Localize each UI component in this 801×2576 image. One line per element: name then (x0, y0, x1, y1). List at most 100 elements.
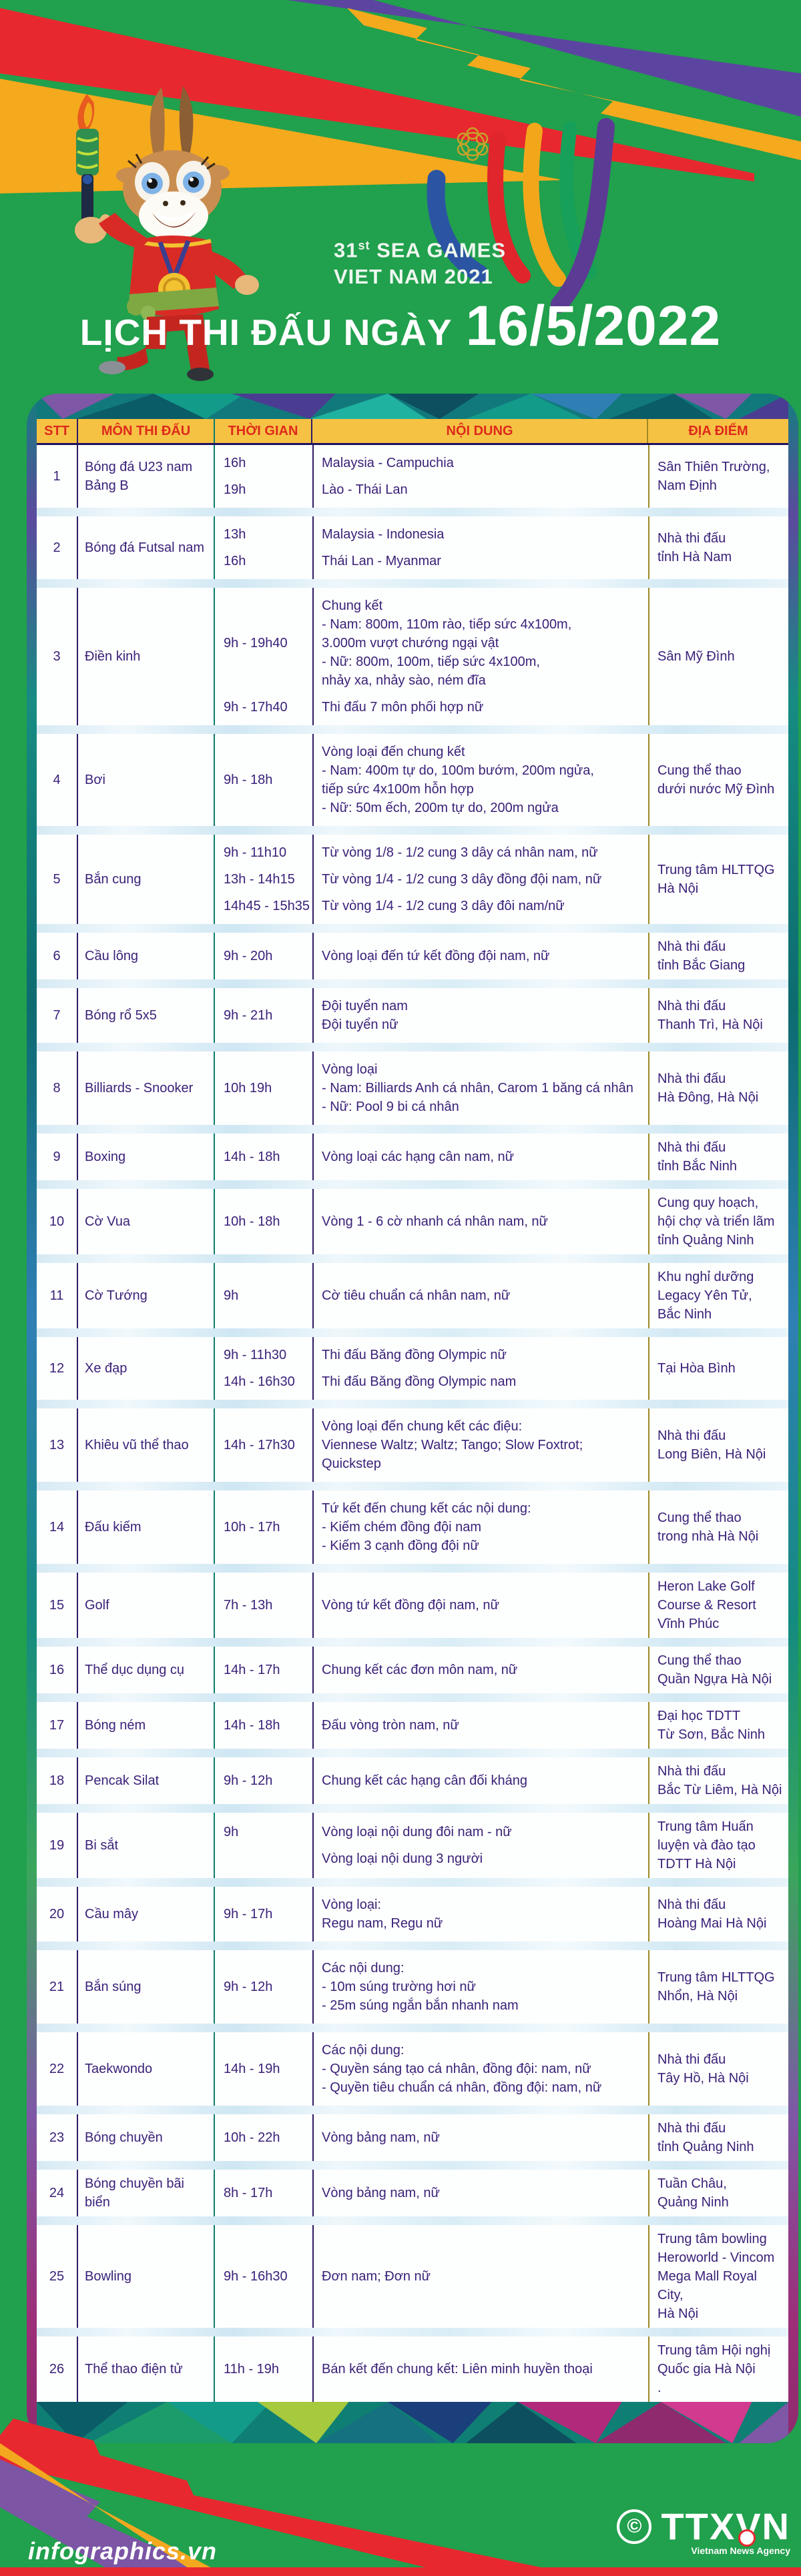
table-row: 14 Đấu kiếm 10h - 17h Tứ kết đến chung kế… (37, 1490, 788, 1573)
column-header-sport: MÔN THI ĐẤU (78, 419, 215, 443)
row-stt: 17 (37, 1702, 78, 1749)
time-cell: 14h - 18h (224, 1150, 280, 1164)
table-row: 3 Điền kinh 9h - 19h40 Chung kết - Nam: 80… (37, 588, 788, 734)
schedule-block: 14h - 19h Các nội dung: - Quyền sáng tạo c… (215, 2037, 648, 2101)
column-divider (312, 1813, 314, 1878)
row-blocks: 9h - 17h Vòng loại: Regu nam, Regu nữ (215, 1891, 648, 1937)
row-sport: Bóng ném (78, 1702, 215, 1749)
row-venue: Nhà thi đấu tỉnh Bắc Giang (648, 933, 788, 979)
content-cell: Các nội dung: - 10m súng trường hơi nữ - 2… (322, 1961, 519, 2013)
agency-subtitle: Vietnam News Agency (691, 2545, 790, 2556)
content-cell: Cờ tiêu chuẩn cá nhân nam, nữ (322, 1288, 511, 1303)
schedule-block: 10h - 17h Tứ kết đến chung kết các nội du… (215, 1495, 648, 1559)
row-venue: Nhà thi đấu tỉnh Bắc Ninh (648, 1134, 788, 1180)
table-row: 21 Bắn súng 9h - 12h Các nội dung: - 10m s… (37, 1950, 788, 2032)
row-mid: 9h - 18h Vòng loại đến chung kết - Nam: 40… (215, 734, 648, 826)
content-cell: Từ vòng 1/4 - 1/2 cung 3 dây đồng đội na… (322, 872, 602, 887)
table-row: 15 Golf 7h - 13h Vòng tứ kết đồng đội nam… (37, 1573, 788, 1647)
column-divider (312, 835, 314, 924)
bottom-red-bar (0, 2567, 801, 2576)
row-grid: 13 Khiêu vũ thể thao 14h - 17h30 Vòng loạ… (37, 1408, 788, 1482)
row-venue: Nhà thi đấu Long Biên, Hà Nội (648, 1408, 788, 1482)
content-cell: Vòng bảng nam, nữ (322, 2186, 440, 2200)
schedule-block: 9h - 17h40 Thi đấu 7 môn phối hợp nữ (215, 694, 648, 721)
torch-icon (76, 94, 99, 228)
row-stt: 15 (37, 1573, 78, 1638)
row-separator (37, 1125, 788, 1134)
site-link[interactable]: infographics.vn (28, 2537, 218, 2565)
row-sport: Bóng đá U23 nam Bảng B (78, 445, 215, 508)
row-sport: Bóng chuyền (78, 2114, 215, 2161)
column-divider (312, 2336, 314, 2402)
content-cell: Thi đấu 7 môn phối hợp nữ (322, 700, 484, 715)
row-mid: 9h - 12h Chung kết các hạng cân đối kháng (215, 1757, 648, 1804)
page-title: LỊCH THI ĐẤU NGÀY 16/5/2022 (0, 294, 801, 358)
row-mid: 9h - 11h10 Từ vòng 1/8 - 1/2 cung 3 dây c… (215, 835, 648, 924)
table-row: 8 Billiards - Snooker 10h 19h Vòng loại - … (37, 1051, 788, 1134)
content-cell: Đấu vòng tròn nam, nữ (322, 1718, 459, 1733)
row-grid: 24 Bóng chuyền bãi biển 8h - 17h Vòng bản… (37, 2170, 788, 2216)
content-cell: Các nội dung: - Quyền sáng tạo cá nhân, đ… (322, 2043, 602, 2095)
schedule-block: 10h 19h Vòng loại - Nam: Billiards Anh cá … (215, 1056, 648, 1120)
column-divider (312, 1647, 314, 1693)
row-stt: 12 (37, 1337, 78, 1400)
content-cell: Chung kết các hạng cân đối kháng (322, 1773, 527, 1788)
row-mid: 9h - 11h30 Thi đấu Băng đồng Olympic nữ 14… (215, 1337, 648, 1400)
content-cell: Vòng loại đến tứ kết đồng đội nam, nữ (322, 949, 550, 963)
time-cell: 9h - 18h (224, 773, 273, 787)
row-venue: Trung tâm Huấn luyện và đào tạo TDTT Hà Nộ… (648, 1813, 788, 1878)
row-blocks: 9h - 11h30 Thi đấu Băng đồng Olympic nữ 14… (215, 1342, 648, 1395)
row-sport: Boxing (78, 1134, 215, 1180)
row-mid: 9h - 12h Các nội dung: - 10m súng trường h… (215, 1950, 648, 2024)
agency-name: TTXVN (661, 2505, 790, 2547)
row-sport: Đấu kiếm (78, 1490, 215, 1564)
row-stt: 11 (37, 1263, 78, 1328)
schedule-block: 13h Malaysia - Indonesia (215, 521, 648, 548)
row-grid: 25 Bowling 9h - 16h30 Đơn nam; Đơn nữ Tru… (37, 2225, 788, 2328)
row-mid: 10h - 18h Vòng 1 - 6 cờ nhanh cá nhân nam… (215, 1189, 648, 1254)
schedule-block: 9h Cờ tiêu chuẩn cá nhân nam, nữ (215, 1282, 648, 1309)
time-cell: 9h (224, 1825, 239, 1839)
content-cell: Vòng loại đến chung kết các điệu: Viennes… (322, 1419, 583, 1471)
row-separator (37, 1564, 788, 1573)
row-grid: 15 Golf 7h - 13h Vòng tứ kết đồng đội nam… (37, 1573, 788, 1638)
schedule-block: 14h - 16h30 Thi đấu Băng đồng Olympic nam (215, 1368, 648, 1395)
column-divider (312, 1134, 314, 1180)
time-cell: 9h - 20h (224, 949, 273, 963)
row-grid: 14 Đấu kiếm 10h - 17h Tứ kết đến chung kế… (37, 1490, 788, 1564)
row-separator (37, 1878, 788, 1887)
row-sport: Bóng rổ 5x5 (78, 988, 215, 1043)
time-cell: 14h - 19h (224, 2062, 280, 2076)
time-cell: 10h - 18h (224, 1214, 280, 1229)
row-grid: 8 Billiards - Snooker 10h 19h Vòng loại - … (37, 1051, 788, 1125)
time-cell: 8h - 17h (224, 2186, 273, 2200)
column-divider (312, 1887, 314, 1942)
content-cell: Thi đấu Băng đồng Olympic nữ (322, 1348, 507, 1362)
table-row: 23 Bóng chuyền 10h - 22h Vòng bảng nam, n… (37, 2114, 788, 2170)
card-pattern-top (37, 394, 788, 419)
time-cell: 9h - 12h (224, 1980, 273, 1994)
row-separator (37, 508, 788, 516)
time-cell: 14h45 - 15h35 (224, 899, 310, 913)
row-venue: Sân Mỹ Đình (648, 588, 788, 725)
row-stt: 7 (37, 988, 78, 1043)
row-venue: Trung tâm HLTTQG Nhổn, Hà Nội (648, 1950, 788, 2024)
content-cell: Đơn nam; Đơn nữ (322, 2269, 431, 2284)
row-stt: 10 (37, 1189, 78, 1254)
schedule-block: 14h - 18h Đấu vòng tròn nam, nữ (215, 1712, 648, 1739)
row-sport: Billiards - Snooker (78, 1051, 215, 1125)
table-row: 6 Cầu lông 9h - 20h Vòng loại đến tứ kết … (37, 933, 788, 988)
content-cell: Thái Lan - Myanmar (322, 554, 441, 568)
content-cell: Vòng loại nội dung đôi nam - nữ (322, 1825, 512, 1839)
row-blocks: 9h Cờ tiêu chuẩn cá nhân nam, nữ (215, 1268, 648, 1324)
row-mid: 14h - 19h Các nội dung: - Quyền sáng tạo c… (215, 2032, 648, 2106)
time-cell: 9h - 12h (224, 1773, 273, 1788)
row-mid: 14h - 17h30 Vòng loại đến chung kết các đ… (215, 1408, 648, 1482)
table-row: 24 Bóng chuyền bãi biển 8h - 17h Vòng bản… (37, 2170, 788, 2225)
row-separator (37, 826, 788, 835)
content-cell: Lào - Thái Lan (322, 482, 408, 497)
row-sport: Bóng chuyền bãi biển (78, 2170, 215, 2216)
column-divider (312, 1950, 314, 2024)
table-row: 11 Cờ Tướng 9h Cờ tiêu chuẩn cá nhân nam,… (37, 1263, 788, 1337)
time-cell: 9h - 11h10 (224, 845, 287, 860)
